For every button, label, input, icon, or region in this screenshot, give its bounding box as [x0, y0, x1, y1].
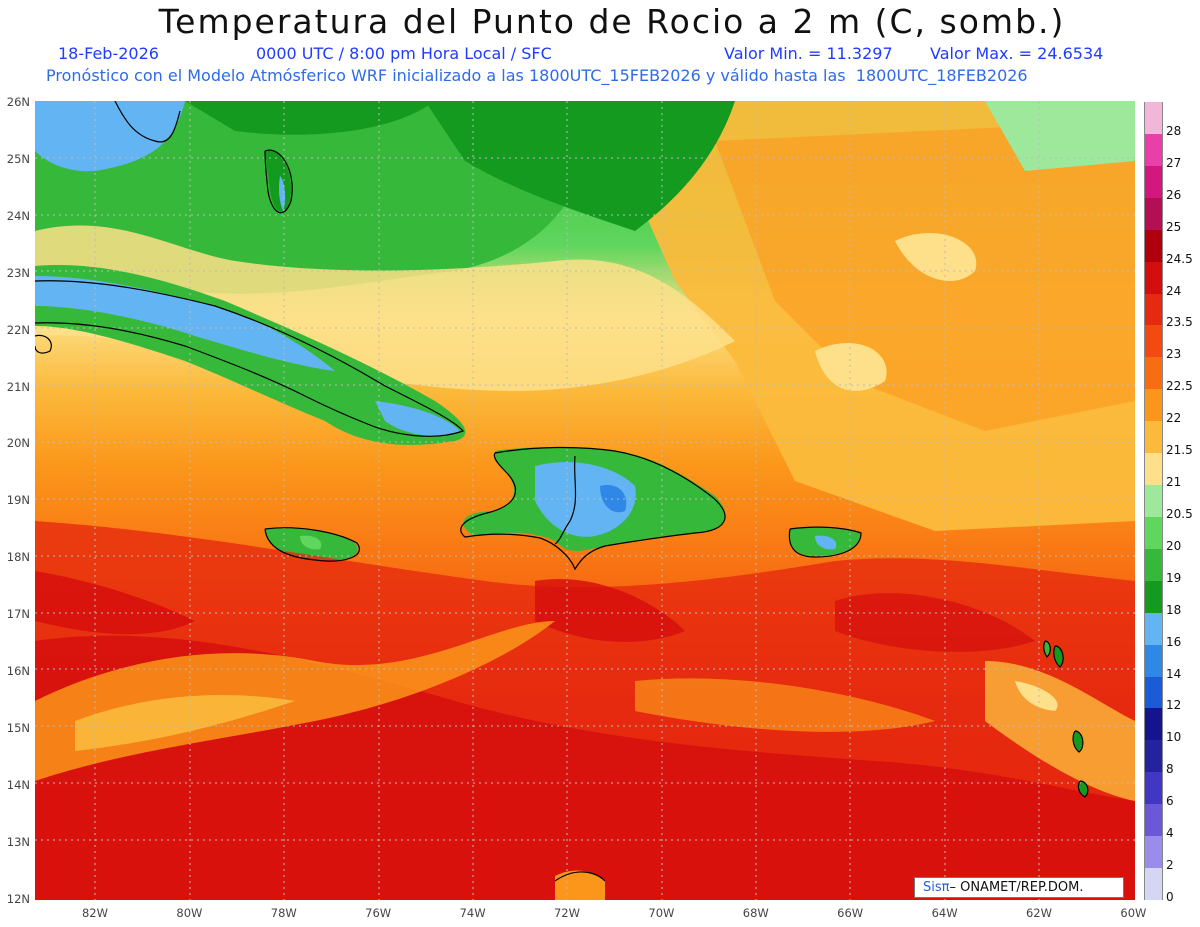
- map-canvas: [34, 100, 1135, 900]
- lat-tick-label: 25N: [6, 151, 30, 166]
- lon-tick-label: 70W: [648, 906, 675, 920]
- colorbar-swatch: [1144, 580, 1163, 614]
- lat-tick-label: 22N: [6, 322, 30, 337]
- lon-tick-label: 62W: [1025, 906, 1052, 920]
- colorbar-swatch: [1144, 453, 1163, 486]
- lat-tick-label: 15N: [6, 720, 30, 735]
- colorbar-label: 14: [1166, 666, 1182, 681]
- colorbar-label: 26: [1166, 187, 1182, 202]
- colorbar-label: 2: [1166, 858, 1174, 873]
- lat-tick-label: 16N: [6, 664, 30, 678]
- lon-tick-label: 78W: [270, 906, 297, 920]
- colorbar-swatch: [1144, 229, 1163, 263]
- colorbar-label: 22.5: [1166, 379, 1193, 394]
- colorbar-swatch: [1144, 293, 1163, 326]
- colorbar-swatch: [1144, 836, 1163, 869]
- colorbar-swatch: [1144, 644, 1163, 678]
- colorbar-label: 18: [1166, 602, 1182, 617]
- colorbar-swatch: [1144, 485, 1163, 518]
- lon-tick-label: 72W: [553, 906, 580, 920]
- colorbar-swatch: [1144, 389, 1163, 422]
- colorbar-swatch: [1144, 516, 1163, 550]
- lat-tick-label: 21N: [6, 379, 30, 394]
- min-value-label: Valor Min. = 11.3297: [724, 44, 893, 63]
- colorbar-label: 8: [1166, 762, 1174, 777]
- lat-tick-label: 19N: [6, 493, 30, 508]
- grid-lines: [35, 101, 1135, 900]
- lat-tick-label: 13N: [6, 834, 30, 849]
- colorbar-swatch: [1144, 197, 1163, 231]
- max-value-label: Valor Max. = 24.6534: [930, 44, 1104, 63]
- colorbar-label: 27: [1166, 155, 1182, 170]
- colorbar-label: 21: [1166, 475, 1182, 490]
- colorbar-swatch: [1144, 868, 1163, 901]
- lon-tick-label: 76W: [365, 906, 392, 920]
- colorbar-label: 20: [1166, 538, 1182, 553]
- credit-box: Sisπ – ONAMET/REP.DOM.: [914, 877, 1124, 898]
- colorbar-label: 0: [1166, 890, 1174, 904]
- subtitle: Pronóstico con el Modelo Atmósferico WRF…: [46, 66, 1028, 85]
- colorbar-label: 24.5: [1166, 251, 1193, 266]
- colorbar-label: 6: [1166, 794, 1174, 809]
- lat-tick-label: 12N: [6, 891, 30, 906]
- coastlines: [34, 100, 1089, 882]
- credit-text: – ONAMET/REP.DOM.: [949, 880, 1084, 895]
- lat-tick-label: 17N: [6, 607, 30, 622]
- colorbar-label: 25: [1166, 219, 1182, 234]
- lon-tick-label: 60W: [1120, 906, 1147, 920]
- chart-title: Temperatura del Punto de Rocio a 2 m (C,…: [158, 2, 1066, 41]
- colorbar-label: 23.5: [1166, 315, 1193, 330]
- lon-tick-label: 66W: [837, 906, 864, 920]
- colorbar-swatch: [1144, 421, 1163, 454]
- date-label: 18-Feb-2026: [58, 44, 159, 63]
- colorbar-swatch: [1144, 102, 1163, 135]
- lon-tick-label: 68W: [742, 906, 769, 920]
- colorbar-label: 12: [1166, 698, 1182, 713]
- colorbar-swatch: [1144, 772, 1163, 805]
- colorbar-swatch: [1144, 676, 1163, 709]
- dewpoint-map: [34, 100, 1135, 900]
- lat-tick-label: 23N: [6, 265, 30, 280]
- colorbar-swatch: [1144, 740, 1163, 773]
- colorbar-label: 16: [1166, 634, 1182, 649]
- colorbar-label: 4: [1166, 826, 1174, 841]
- colorbar-swatch: [1144, 357, 1163, 390]
- lat-tick-label: 26N: [6, 95, 30, 109]
- lat-tick-label: 24N: [6, 208, 30, 223]
- colorbar-swatch: [1144, 804, 1163, 837]
- lon-tick-label: 64W: [931, 906, 958, 920]
- lon-tick-label: 80W: [176, 906, 203, 920]
- colorbar-label: 23: [1166, 347, 1182, 362]
- colorbar-label: 19: [1166, 570, 1182, 585]
- colorbar-label: 24: [1166, 283, 1182, 298]
- colorbar-swatch: [1144, 612, 1163, 646]
- lat-tick-label: 14N: [6, 777, 30, 792]
- credit-brand: Sisπ: [923, 880, 950, 895]
- colorbar-swatch: [1144, 548, 1163, 582]
- lat-tick-label: 18N: [6, 550, 30, 565]
- colorbar-swatch: [1144, 165, 1163, 199]
- colorbar-label: 10: [1166, 730, 1182, 745]
- lon-tick-label: 82W: [81, 906, 108, 920]
- time-info-label: 0000 UTC / 8:00 pm Hora Local / SFC: [256, 44, 552, 63]
- lon-tick-label: 74W: [459, 906, 486, 920]
- colorbar-swatch: [1144, 325, 1163, 358]
- colorbar-swatch: [1144, 708, 1163, 741]
- colorbar-label: 20.5: [1166, 506, 1193, 521]
- colorbar-label: 28: [1166, 123, 1182, 138]
- colorbar-swatch: [1144, 133, 1163, 167]
- colorbar-swatch: [1144, 261, 1163, 294]
- colorbar-label: 22: [1166, 411, 1182, 426]
- lat-tick-label: 20N: [6, 436, 30, 451]
- colorbar-label: 21.5: [1166, 443, 1193, 458]
